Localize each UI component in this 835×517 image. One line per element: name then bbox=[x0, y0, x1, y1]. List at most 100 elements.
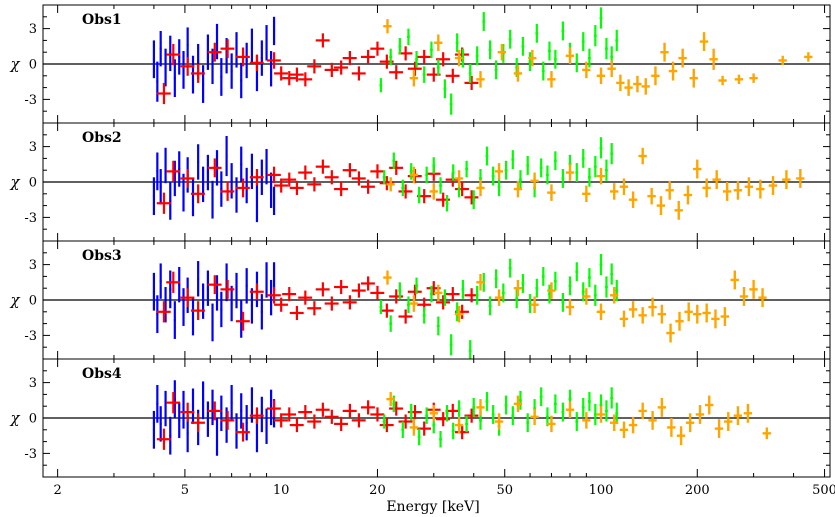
data-point-green bbox=[475, 285, 479, 305]
data-point-green bbox=[519, 390, 522, 410]
data-point-green bbox=[581, 282, 585, 302]
data-point-green bbox=[553, 271, 557, 291]
data-point-orange bbox=[619, 310, 629, 328]
data-point-orange bbox=[530, 172, 539, 190]
data-point-red bbox=[191, 64, 205, 83]
data-point-blue bbox=[265, 408, 268, 444]
data-point-red bbox=[166, 392, 181, 414]
data-point-orange bbox=[596, 167, 606, 185]
data-point-blue bbox=[169, 416, 172, 455]
data-point-green bbox=[521, 274, 525, 293]
data-point-blue bbox=[182, 288, 185, 326]
data-point-blue bbox=[220, 395, 223, 431]
data-point-red bbox=[360, 49, 375, 64]
data-point-green bbox=[451, 422, 455, 440]
data-point-red bbox=[455, 182, 469, 197]
data-point-orange bbox=[758, 288, 767, 308]
data-point-blue bbox=[245, 42, 248, 79]
y-tick-label: -3 bbox=[24, 211, 37, 226]
data-point-blue bbox=[152, 177, 156, 216]
data-point-red bbox=[249, 283, 264, 300]
data-point-green bbox=[443, 79, 447, 99]
data-point-orange bbox=[657, 304, 666, 324]
y-tick-label: 3 bbox=[29, 376, 37, 391]
data-point-orange bbox=[804, 52, 813, 62]
data-point-blue bbox=[164, 390, 167, 427]
data-point-green bbox=[526, 156, 530, 175]
data-point-orange bbox=[651, 66, 660, 86]
data-point-green bbox=[417, 186, 421, 204]
data-point-blue bbox=[156, 295, 159, 334]
data-point-green bbox=[417, 428, 421, 446]
x-tick-label: 200 bbox=[685, 483, 710, 498]
data-point-orange bbox=[494, 413, 504, 430]
data-point-orange bbox=[749, 279, 758, 299]
data-point-green bbox=[422, 66, 426, 83]
panel-label: Obs4 bbox=[82, 366, 122, 382]
data-point-green bbox=[615, 279, 619, 302]
data-point-red bbox=[445, 287, 460, 302]
data-point-green bbox=[553, 394, 557, 414]
data-point-red bbox=[436, 295, 450, 310]
data-point-green bbox=[535, 278, 539, 298]
data-point-green bbox=[539, 387, 543, 407]
data-point-red bbox=[324, 409, 339, 424]
data-point-blue bbox=[211, 389, 214, 426]
data-point-red bbox=[334, 416, 348, 431]
data-points bbox=[152, 135, 805, 223]
data-point-green bbox=[425, 407, 429, 424]
data-point-blue bbox=[230, 163, 233, 199]
data-point-green bbox=[379, 300, 383, 315]
data-point-red bbox=[389, 65, 404, 80]
data-point-blue bbox=[173, 301, 176, 339]
data-point-blue bbox=[191, 55, 195, 94]
data-point-green bbox=[553, 151, 557, 171]
data-point-blue bbox=[191, 388, 195, 424]
data-point-blue bbox=[169, 182, 172, 220]
data-point-blue bbox=[250, 28, 254, 64]
data-point-orange bbox=[596, 303, 606, 321]
data-point-blue bbox=[235, 32, 238, 68]
data-point-red bbox=[266, 400, 281, 417]
data-point-red bbox=[156, 301, 171, 323]
data-point-orange bbox=[665, 180, 674, 200]
data-point-orange bbox=[684, 302, 693, 322]
data-point-orange bbox=[454, 416, 464, 434]
data-point-blue bbox=[156, 384, 159, 423]
data-point-red bbox=[289, 180, 304, 195]
data-point-blue bbox=[265, 25, 268, 61]
data-point-blue bbox=[260, 40, 263, 76]
data-point-green bbox=[561, 21, 565, 41]
data-point-green bbox=[581, 397, 585, 417]
data-point-blue bbox=[206, 401, 209, 437]
data-point-blue bbox=[182, 390, 185, 429]
data-point-green bbox=[494, 60, 498, 80]
data-point-green bbox=[599, 7, 603, 29]
y-tick-label: 3 bbox=[29, 22, 37, 37]
data-point-orange bbox=[434, 34, 443, 52]
panel-obs1: -3 0 3 χ Obs1 bbox=[9, 4, 831, 124]
x-tick-label: 500 bbox=[812, 483, 835, 498]
data-points bbox=[152, 253, 767, 359]
data-point-orange bbox=[749, 73, 758, 83]
data-point-red bbox=[282, 287, 297, 302]
data-point-orange bbox=[434, 284, 443, 302]
data-point-red bbox=[235, 47, 250, 67]
data-point-green bbox=[575, 53, 579, 73]
data-point-orange bbox=[739, 287, 749, 306]
data-point-red bbox=[324, 62, 339, 77]
data-point-green bbox=[588, 48, 591, 68]
data-point-green bbox=[475, 46, 479, 66]
data-point-orange bbox=[383, 270, 392, 285]
data-point-orange bbox=[619, 421, 629, 439]
data-point-green bbox=[472, 190, 476, 210]
data-point-green bbox=[588, 392, 591, 411]
data-point-red bbox=[235, 422, 250, 442]
data-point-orange bbox=[582, 412, 591, 429]
data-points bbox=[152, 380, 771, 456]
data-point-orange bbox=[638, 402, 647, 420]
data-point-orange bbox=[624, 79, 633, 96]
data-point-orange bbox=[674, 200, 683, 220]
data-point-red bbox=[166, 160, 181, 182]
data-point-green bbox=[575, 262, 579, 282]
